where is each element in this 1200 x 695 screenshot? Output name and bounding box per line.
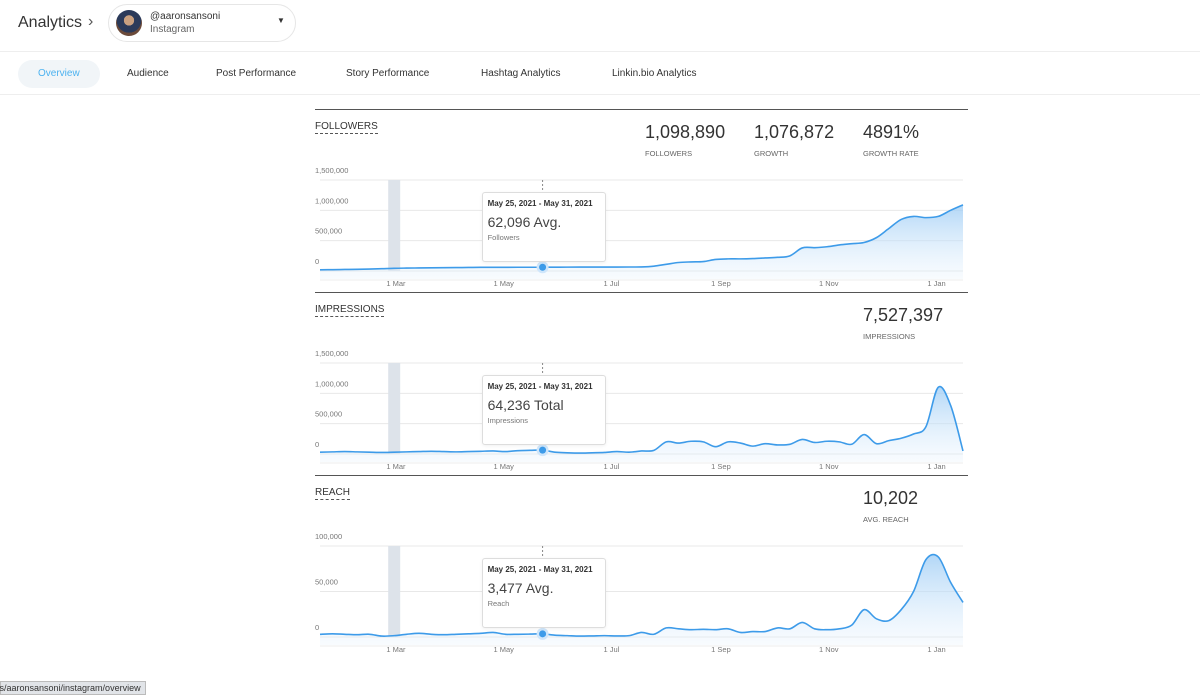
y-tick-label: 500,000 (315, 410, 342, 419)
stat-label: FOLLOWERS (645, 149, 693, 158)
tooltip-label: Followers (487, 233, 520, 242)
tab-bar: Overview Audience Post Performance Story… (0, 51, 1200, 95)
y-tick-label: 0 (315, 440, 319, 449)
tab-linkinbio-analytics[interactable]: Linkin.bio Analytics (612, 68, 697, 79)
tooltip-date-range: May 25, 2021 - May 31, 2021 (487, 565, 593, 574)
series-area (320, 386, 963, 462)
account-selector[interactable]: @aaronsansoni Instagram ▼ (108, 4, 296, 42)
y-tick-label: 50,000 (315, 578, 338, 587)
series-area (320, 554, 963, 645)
followers-stat: 1,076,872 GROWTH (754, 122, 834, 158)
y-tick-label: 100,000 (315, 532, 342, 541)
followers-tooltip: May 25, 2021 - May 31, 2021 62,096 Avg. Fo… (481, 192, 606, 262)
reach-title[interactable]: REACH (315, 487, 351, 500)
x-tick-label: 1 Jul (604, 462, 620, 471)
followers-panel: 1,500,000 1,000,000 500,000 0 1 Mar 1 May 1 Ju… (315, 109, 968, 292)
x-tick-label: 1 Nov (819, 645, 839, 654)
x-tick-label: 1 Mar (386, 279, 406, 288)
stat-value: 7,527,397 (863, 305, 944, 325)
tab-story-performance[interactable]: Story Performance (346, 68, 430, 79)
x-tick-label: 1 Sep (711, 279, 731, 288)
stat-label: GROWTH RATE (863, 149, 919, 158)
stat-value: 1,098,890 (645, 122, 726, 142)
tab-audience[interactable]: Audience (127, 68, 169, 79)
tooltip-value: 3,477 Avg. (487, 580, 554, 596)
x-tick-label: 1 May (493, 462, 514, 471)
followers-stat: 1,098,890 FOLLOWERS (645, 122, 725, 158)
y-tick-label: 0 (315, 257, 319, 266)
x-tick-label: 1 Jan (927, 645, 945, 654)
tooltip-label: Reach (487, 599, 510, 608)
x-tick-label: 1 Sep (711, 462, 731, 471)
impressions-stat: 7,527,397 IMPRESSIONS (863, 305, 943, 341)
tooltip-value: 62,096 Avg. (487, 214, 562, 230)
hover-point[interactable] (539, 630, 547, 638)
tab-post-performance[interactable]: Post Performance (216, 68, 297, 79)
reach-tooltip: May 25, 2021 - May 31, 2021 3,477 Avg. Rea… (481, 558, 606, 628)
series-area (320, 204, 963, 279)
highlight-band (388, 363, 401, 454)
stat-label: IMPRESSIONS (863, 332, 916, 341)
y-tick-label: 500,000 (315, 227, 342, 236)
stat-value: 10,202 (863, 488, 919, 508)
x-tick-label: 1 Jul (604, 279, 620, 288)
x-tick-label: 1 Mar (386, 645, 406, 654)
stat-label: AVG. REACH (863, 515, 909, 524)
impressions-title[interactable]: IMPRESSIONS (315, 304, 385, 317)
tooltip-label: Impressions (487, 416, 528, 425)
tab-overview[interactable]: Overview (18, 60, 100, 88)
stat-value: 1,076,872 (754, 122, 835, 142)
series-line (319, 385, 964, 454)
followers-chart: 1,500,000 1,000,000 500,000 0 1 Mar 1 May 1 Ju… (315, 166, 964, 288)
account-network: Instagram (150, 24, 195, 35)
x-tick-label: 1 Mar (386, 462, 406, 471)
x-tick-label: 1 Sep (711, 645, 731, 654)
tooltip-value: 64,236 Total (487, 397, 564, 413)
stat-value: 4891% (863, 122, 920, 142)
x-tick-label: 1 Jan (927, 279, 945, 288)
account-handle: @aaronsansoni (150, 11, 221, 22)
series-line (319, 204, 964, 271)
hover-point[interactable] (539, 446, 547, 454)
x-tick-label: 1 Nov (819, 279, 839, 288)
reach-chart: 100,000 50,000 0 1 Mar 1 May 1 Jul 1 Sep 1 Nov 1… (315, 532, 964, 654)
highlight-band (388, 180, 401, 271)
x-tick-label: 1 May (493, 279, 514, 288)
status-bar-url: ts/aaronsansoni/instagram/overview (0, 681, 146, 695)
x-tick-label: 1 Nov (819, 462, 839, 471)
impressions-panel: 1,500,000 1,000,000 500,000 0 1 Mar 1 May 1 Ju… (315, 292, 968, 475)
breadcrumb-chevron-icon: › (88, 13, 94, 30)
impressions-tooltip: May 25, 2021 - May 31, 2021 64,236 Total I… (481, 375, 606, 445)
series-line (319, 553, 964, 637)
y-tick-label: 1,000,000 (315, 379, 348, 388)
page-title: Analytics (18, 14, 83, 31)
tooltip-date-range: May 25, 2021 - May 31, 2021 (487, 199, 593, 208)
followers-stat: 4891% GROWTH RATE (863, 122, 919, 158)
followers-title[interactable]: FOLLOWERS (315, 121, 378, 134)
hover-point[interactable] (539, 263, 547, 271)
reach-panel: 100,000 50,000 0 1 Mar 1 May 1 Jul 1 Sep 1 Nov 1… (315, 475, 968, 658)
y-tick-label: 0 (315, 623, 319, 632)
y-tick-label: 1,500,000 (315, 349, 348, 358)
y-tick-label: 1,500,000 (315, 166, 348, 175)
y-tick-label: 1,000,000 (315, 196, 348, 205)
x-tick-label: 1 May (493, 645, 514, 654)
highlight-band (388, 546, 401, 637)
avatar (116, 10, 142, 36)
x-tick-label: 1 Jul (604, 645, 620, 654)
tooltip-date-range: May 25, 2021 - May 31, 2021 (487, 382, 593, 391)
reach-stat: 10,202 AVG. REACH (863, 488, 918, 524)
x-tick-label: 1 Jan (927, 462, 945, 471)
chevron-down-icon: ▼ (277, 16, 285, 25)
stat-label: GROWTH (754, 149, 789, 158)
tab-hashtag-analytics[interactable]: Hashtag Analytics (481, 68, 561, 79)
